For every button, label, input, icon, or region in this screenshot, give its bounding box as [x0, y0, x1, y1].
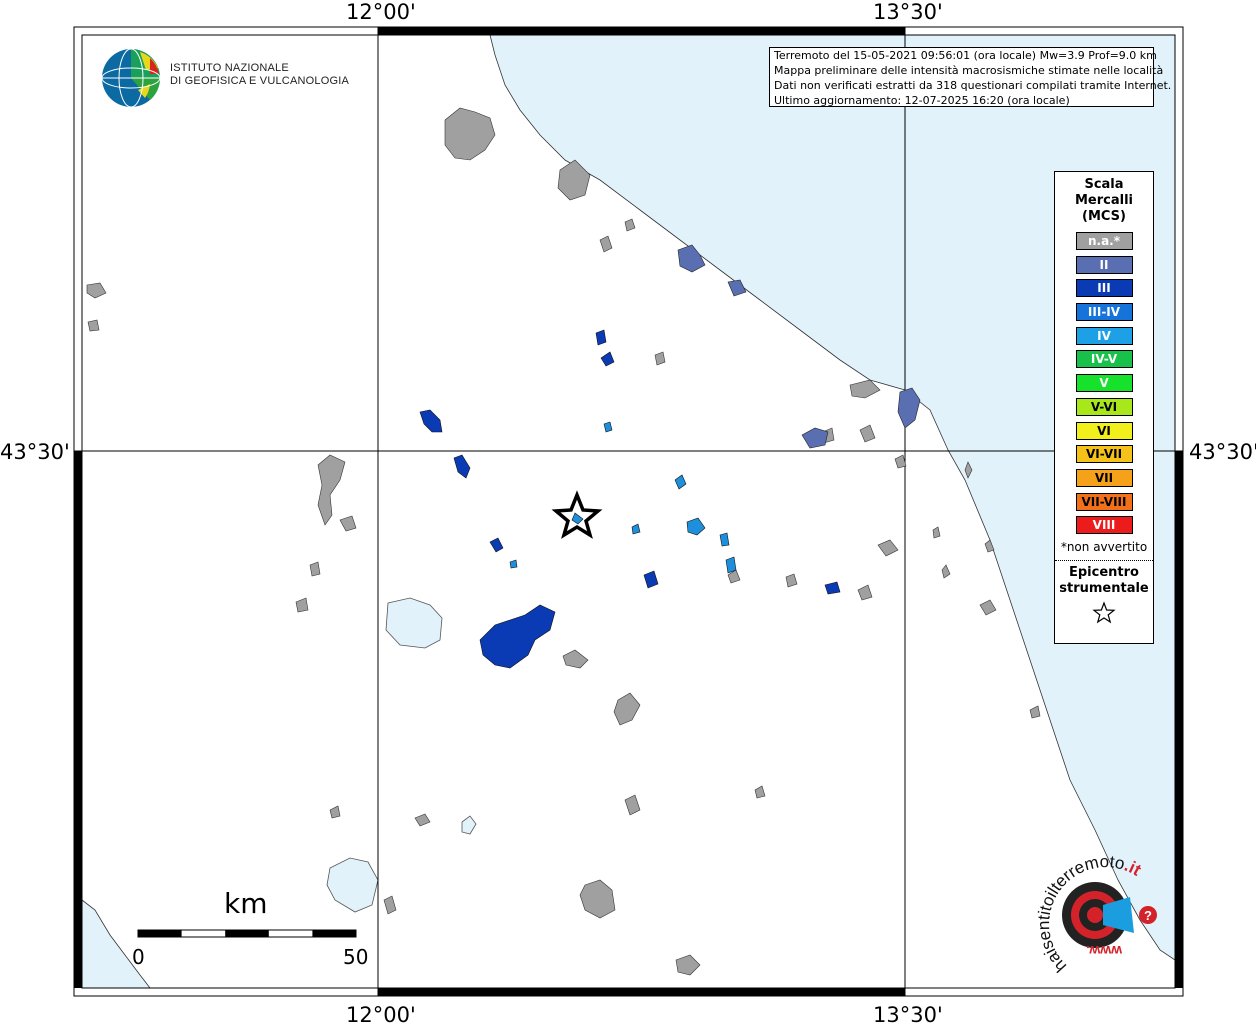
legend-item: V-VI: [1075, 397, 1133, 416]
lake-small: [461, 815, 477, 835]
ingv-logo-text: ISTITUTO NAZIONALE DI GEOFISICA E VULCAN…: [170, 62, 349, 88]
svg-text:?: ?: [1144, 908, 1152, 923]
scale-min-label: 0: [132, 945, 145, 969]
legend-separator: [1055, 560, 1153, 562]
mcs-legend: Scala Mercalli (MCS) n.a.* II III III-IV IV I…: [1054, 171, 1154, 644]
legend-item: III: [1075, 279, 1133, 298]
legend-title: Scala Mercalli (MCS): [1074, 177, 1133, 224]
legend-item: V: [1075, 374, 1133, 393]
scale-bar: [137, 929, 357, 938]
event-info-line2: Mappa preliminare delle intensità macros…: [774, 64, 1164, 77]
lake-bolsena: [326, 857, 379, 913]
legend-item: VI-VII: [1075, 445, 1133, 464]
legend-item: VII: [1075, 468, 1133, 487]
legend-item: VII-VIII: [1075, 492, 1133, 511]
lat-label-left: 43°30': [0, 440, 70, 464]
legend-note: *non avvertito: [1060, 540, 1148, 555]
event-info-line3: Dati non verificati estratti da 318 ques…: [774, 79, 1172, 92]
legend-item: VIII: [1075, 516, 1133, 535]
ingv-logo-line2: DI GEOFISICA E VULCANOLOGIA: [170, 75, 349, 87]
epicenter-star-icon: [551, 490, 603, 539]
scale-unit-label: km: [224, 887, 268, 920]
inner-frame: [81, 34, 1176, 989]
frame-bar-bottom: [378, 988, 905, 996]
event-info-box: Terremoto del 15-05-2021 09:56:01 (ora l…: [769, 47, 1172, 107]
scale-max-label: 50: [343, 945, 369, 969]
event-info-line1: Terremoto del 15-05-2021 09:56:01 (ora l…: [774, 49, 1157, 62]
legend-item: n.a.*: [1075, 232, 1133, 250]
ingv-globe-icon: [101, 48, 161, 108]
legend-item: IV-V: [1075, 350, 1133, 369]
intensity-iv-patches: [509, 421, 737, 574]
intensity-iii-patches: [419, 329, 841, 669]
lon-label-top-left: 12°00': [346, 0, 416, 24]
lon-label-top-right: 13°30': [873, 0, 943, 24]
legend-item: VI: [1075, 421, 1133, 440]
legend-items: n.a.* II III III-IV IV IV-V V V-VI VI VI-VII VII VI…: [1055, 232, 1153, 535]
lon-label-bottom-left: 12°00': [346, 1003, 416, 1027]
legend-item: II: [1075, 255, 1133, 274]
lat-label-right: 43°30': [1189, 440, 1256, 464]
lon-label-bottom-right: 13°30': [873, 1003, 943, 1027]
event-info-line4: Ultimo aggiornamento: 12-07-2025 16:20 (…: [774, 94, 1070, 107]
legend-star-icon: [1092, 601, 1116, 624]
haisentito-www-text: www.: [1086, 943, 1123, 959]
intensity-ii-patches: [677, 244, 921, 449]
legend-epicenter-title: Epicentro strumentale: [1059, 565, 1149, 597]
legend-item: III-IV: [1075, 303, 1133, 322]
frame-bar-top: [378, 27, 905, 35]
frame-bar-right: [1175, 451, 1183, 988]
frame-bar-left: [74, 451, 82, 988]
haisentito-badge-text: haisentitoilterremoto.it www.: [1034, 852, 1145, 976]
lake-trasimeno: [385, 597, 443, 649]
legend-item: IV: [1075, 326, 1133, 345]
haisentito-logo-icon: ?: [1062, 882, 1157, 948]
ingv-logo-line1: ISTITUTO NAZIONALE: [170, 62, 289, 74]
